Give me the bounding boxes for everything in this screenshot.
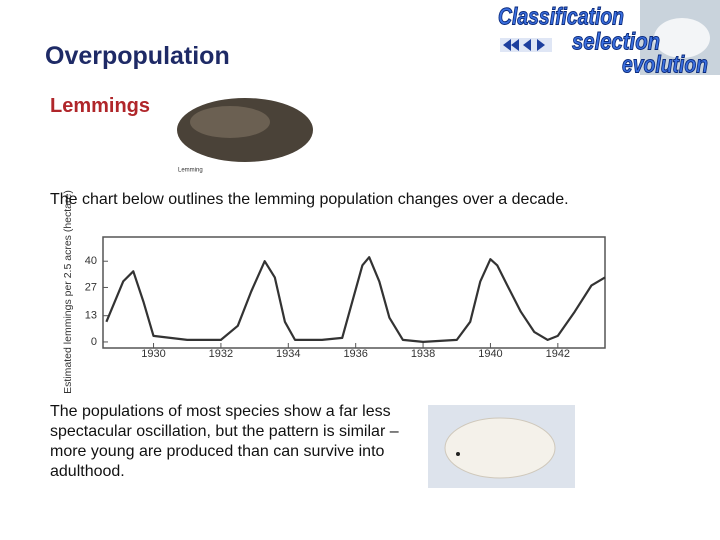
y-axis-label: Estimated lemmings per 2.5 acres (hectar…	[62, 190, 74, 394]
x-tick-label: 1936	[343, 348, 367, 360]
y-tick-label: 13	[85, 310, 97, 322]
photo-caption: Lemming	[178, 168, 203, 174]
nav-arrows	[500, 38, 552, 52]
subtitle: Lemmings	[50, 95, 151, 117]
logo-word: selection	[572, 28, 660, 55]
y-tick-label: 0	[91, 336, 97, 348]
eye	[456, 452, 460, 456]
x-tick-label: 1934	[276, 348, 300, 360]
logo-word: Classification	[498, 3, 624, 30]
x-tick-label: 1942	[546, 348, 570, 360]
hare-body	[654, 18, 710, 58]
x-tick-label: 1940	[478, 348, 502, 360]
body-text: The populations of most species show a f…	[50, 403, 399, 480]
logo-word: evolution	[622, 51, 708, 78]
x-tick-label: 1930	[141, 348, 165, 360]
lemming-fur	[190, 106, 270, 138]
y-tick-label: 40	[85, 255, 97, 267]
white-lemming	[444, 417, 556, 479]
x-tick-label: 1938	[411, 348, 435, 360]
chart-frame	[102, 236, 606, 349]
intro-text: The chart below outlines the lemming pop…	[50, 191, 569, 208]
y-tick-label: 27	[85, 281, 97, 293]
title: Overpopulation	[45, 42, 230, 70]
x-tick-label: 1932	[209, 348, 233, 360]
data-line	[105, 256, 606, 343]
